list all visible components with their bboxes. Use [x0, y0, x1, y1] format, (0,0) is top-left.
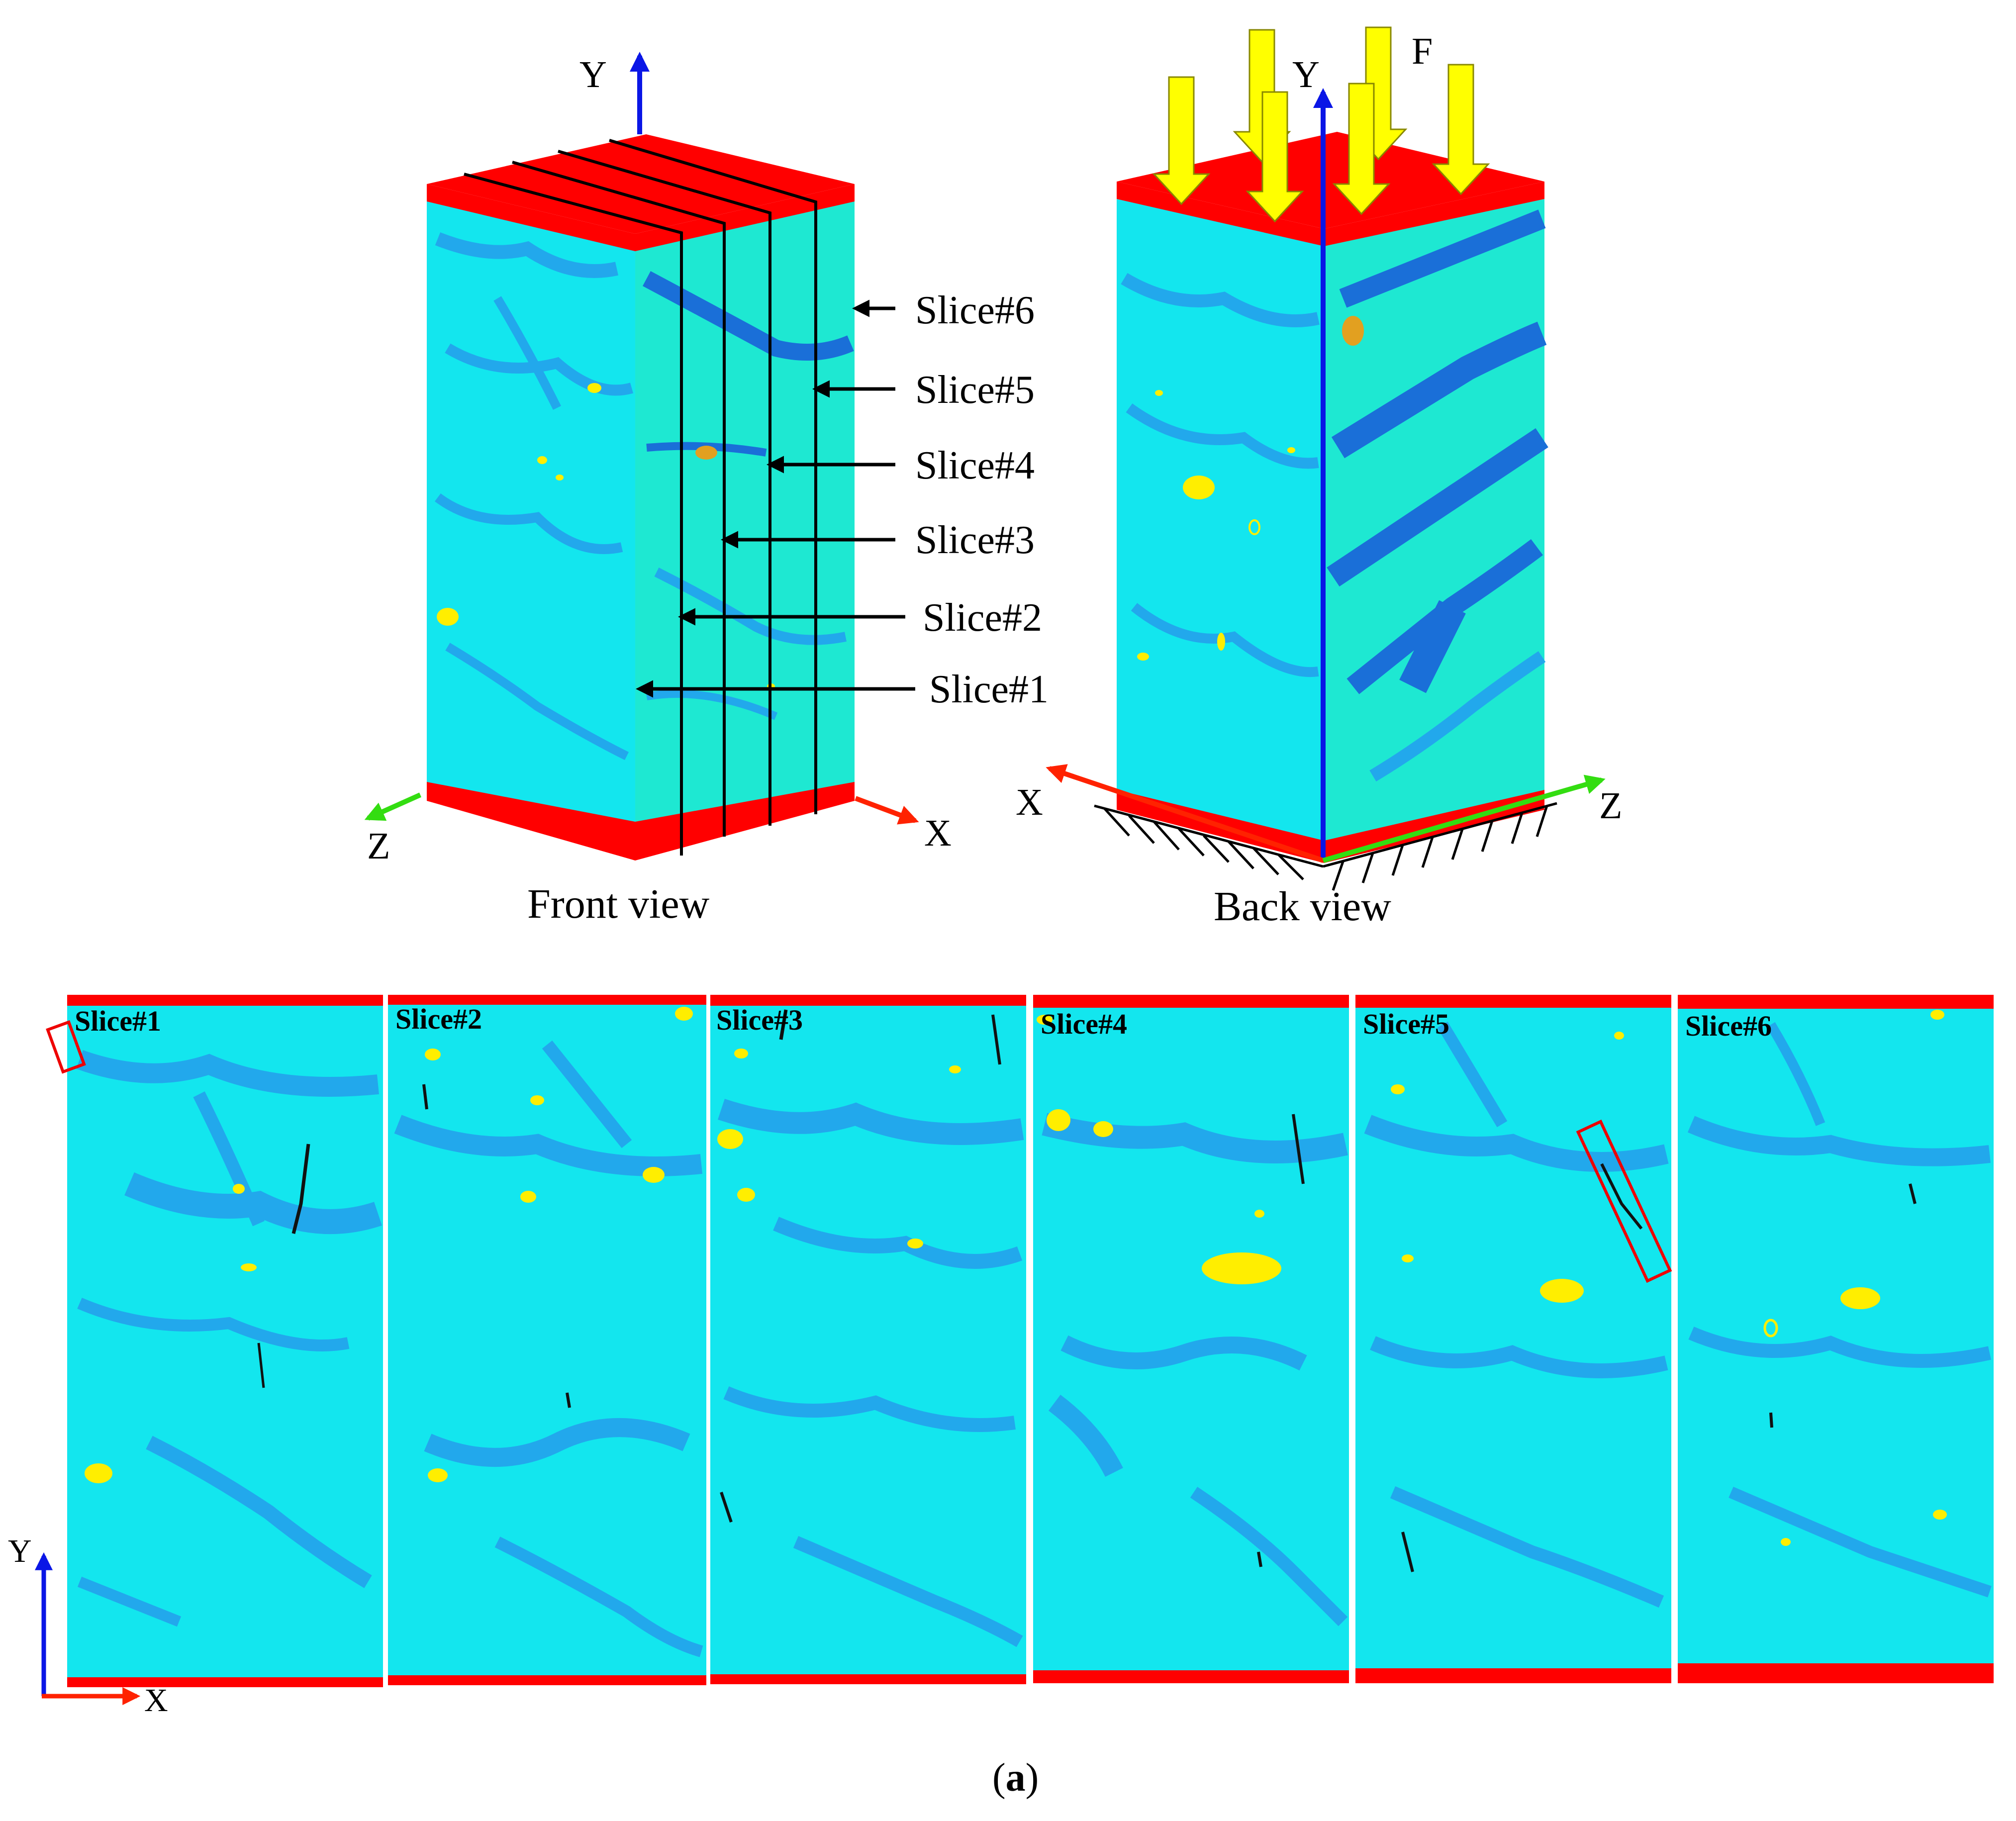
slice-6-matrix	[1678, 1009, 1994, 1663]
slice-6-title: Slice#6	[1685, 1010, 1772, 1042]
force-label: F	[1412, 30, 1433, 72]
slice-panel-2: Slice#2	[388, 995, 706, 1685]
slice-label-4: Slice#4	[915, 444, 1035, 487]
slice-6-top-platen	[1678, 995, 1994, 1009]
load-arrows	[1152, 26, 1490, 223]
slice-panel-6: Slice#6	[1678, 995, 1994, 1683]
slice-3-title: Slice#3	[716, 1004, 803, 1036]
slice-panel-1: Slice#1	[46, 995, 383, 1687]
slice-x-axis-label: X	[144, 1682, 168, 1719]
load-arrow-icon	[1432, 64, 1490, 195]
slice-axes: Y X	[8, 1533, 168, 1719]
front-top-platen-left-side	[427, 184, 635, 251]
slice-3-bottom-platen	[710, 1674, 1026, 1684]
slice-1-title: Slice#1	[75, 1005, 161, 1037]
front-top-platen-right-side	[635, 184, 855, 251]
back-left-face	[1117, 199, 1324, 858]
slice-panel-4: Slice#4	[1033, 995, 1349, 1683]
slice-4-title: Slice#4	[1041, 1008, 1127, 1040]
slice-2-matrix	[388, 1005, 706, 1675]
slice-label-3: Slice#3	[915, 518, 1035, 562]
slice-y-axis-label: Y	[8, 1533, 32, 1569]
slice-5-highlight-box	[1576, 1119, 1672, 1283]
slice-indicator-arrows	[636, 299, 915, 698]
slice-2-bottom-platen	[388, 1675, 706, 1685]
front-view-caption: Front view	[527, 881, 710, 927]
back-x-axis-label: X	[1016, 781, 1043, 823]
back-top-platen	[1117, 132, 1544, 229]
back-z-axis-arrow	[1322, 774, 1606, 863]
slice-label-1: Slice#1	[929, 668, 1049, 711]
back-view: F Y X Z Back view	[1016, 26, 1622, 930]
slice-5-title: Slice#5	[1363, 1008, 1449, 1040]
back-bottom-platen	[1117, 790, 1544, 863]
load-arrow-icon	[1332, 83, 1391, 215]
slice-2-title: Slice#2	[395, 1003, 482, 1035]
front-x-axis-arrow	[855, 796, 919, 825]
slice-4-matrix	[1033, 1008, 1349, 1670]
slice-label-6: Slice#6	[915, 288, 1035, 332]
slice-label-2: Slice#2	[923, 596, 1042, 640]
front-bottom-platen	[427, 782, 855, 861]
back-texture	[1121, 209, 1548, 782]
slice-4-top-platen	[1033, 995, 1349, 1008]
slice-panel-5: Slice#5	[1355, 995, 1672, 1683]
back-top-platen-right-side	[1324, 182, 1544, 246]
slice-6-bottom-platen	[1678, 1663, 1994, 1683]
slice-4-bottom-platen	[1033, 1670, 1349, 1683]
front-slice-lines	[464, 139, 817, 856]
slice-5-top-platen	[1355, 995, 1671, 1008]
front-z-axis-label: Z	[367, 825, 390, 867]
slice-label-5: Slice#5	[915, 368, 1035, 412]
slice-5-bottom-platen	[1355, 1668, 1671, 1683]
front-top-platen	[427, 134, 855, 234]
front-texture	[435, 232, 854, 761]
slice-2-top-platen	[388, 995, 706, 1005]
slice-5-matrix	[1355, 1008, 1671, 1668]
front-view: Y Z X Slice#6 Slice#5 Slice#4 Slice#3 Sl…	[364, 52, 1049, 927]
back-z-axis-label: Z	[1599, 785, 1622, 827]
back-y-axis-label: Y	[1292, 54, 1320, 96]
subfigure-label: (a)	[992, 1756, 1039, 1800]
fixed-support-hatch-icon	[1094, 802, 1557, 891]
back-x-axis-arrow	[1046, 764, 1324, 863]
load-arrow-icon	[1152, 76, 1211, 205]
slice-panels: Slice#1 Slice#2	[46, 995, 1994, 1687]
front-z-axis-arrow	[364, 792, 422, 821]
slice-1-highlight-box	[46, 1020, 86, 1074]
slice-1-top-platen	[67, 995, 383, 1006]
load-arrow-icon	[1246, 91, 1304, 223]
slice-1-bottom-platen	[67, 1677, 383, 1687]
front-y-axis-label: Y	[579, 54, 607, 96]
slice-3-top-platen	[710, 995, 1026, 1006]
slice-panel-3: Slice#3	[710, 995, 1026, 1684]
front-x-axis-label: X	[924, 812, 952, 854]
back-top-platen-left-side	[1117, 182, 1324, 246]
back-view-caption: Back view	[1214, 883, 1391, 930]
